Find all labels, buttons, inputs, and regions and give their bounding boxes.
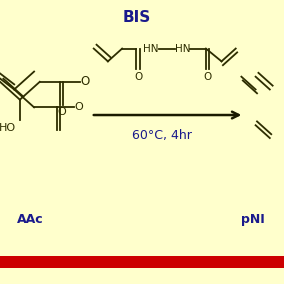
Text: AAc: AAc [17,213,44,226]
Bar [0,256,284,268]
Text: O: O [57,107,66,117]
Text: O: O [134,72,142,82]
Text: O: O [80,75,89,88]
Text: HO: HO [0,123,16,133]
Text: O: O [203,72,212,82]
Text: BIS: BIS [122,11,151,25]
Text: 60°C, 4hr: 60°C, 4hr [132,129,192,142]
Text: O: O [75,102,83,112]
Text: HN: HN [175,43,190,54]
Text: pNI: pNI [241,213,265,226]
Text: HN: HN [143,43,159,54]
